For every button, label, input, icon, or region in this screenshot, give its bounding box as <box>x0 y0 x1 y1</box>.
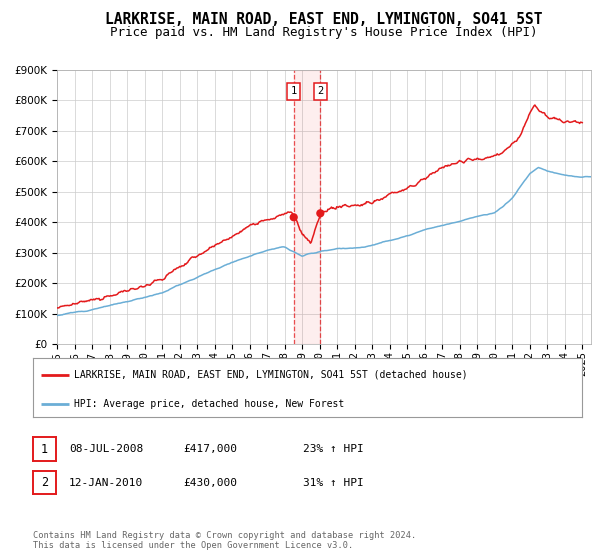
Text: LARKRISE, MAIN ROAD, EAST END, LYMINGTON, SO41 5ST (detached house): LARKRISE, MAIN ROAD, EAST END, LYMINGTON… <box>74 370 468 380</box>
Text: Contains HM Land Registry data © Crown copyright and database right 2024.
This d: Contains HM Land Registry data © Crown c… <box>33 531 416 550</box>
Text: 1: 1 <box>41 442 48 456</box>
Text: £417,000: £417,000 <box>183 444 237 454</box>
Text: £430,000: £430,000 <box>183 478 237 488</box>
Text: HPI: Average price, detached house, New Forest: HPI: Average price, detached house, New … <box>74 399 344 409</box>
Text: 2: 2 <box>41 476 48 489</box>
Text: 2: 2 <box>317 86 323 96</box>
Text: 31% ↑ HPI: 31% ↑ HPI <box>303 478 364 488</box>
Text: LARKRISE, MAIN ROAD, EAST END, LYMINGTON, SO41 5ST: LARKRISE, MAIN ROAD, EAST END, LYMINGTON… <box>105 12 543 27</box>
Text: Price paid vs. HM Land Registry's House Price Index (HPI): Price paid vs. HM Land Registry's House … <box>110 26 538 39</box>
Text: 12-JAN-2010: 12-JAN-2010 <box>69 478 143 488</box>
Bar <box>294 70 320 344</box>
Text: 1: 1 <box>290 86 297 96</box>
Point <box>316 209 325 218</box>
Text: 23% ↑ HPI: 23% ↑ HPI <box>303 444 364 454</box>
Point <box>289 213 299 222</box>
Text: 08-JUL-2008: 08-JUL-2008 <box>69 444 143 454</box>
